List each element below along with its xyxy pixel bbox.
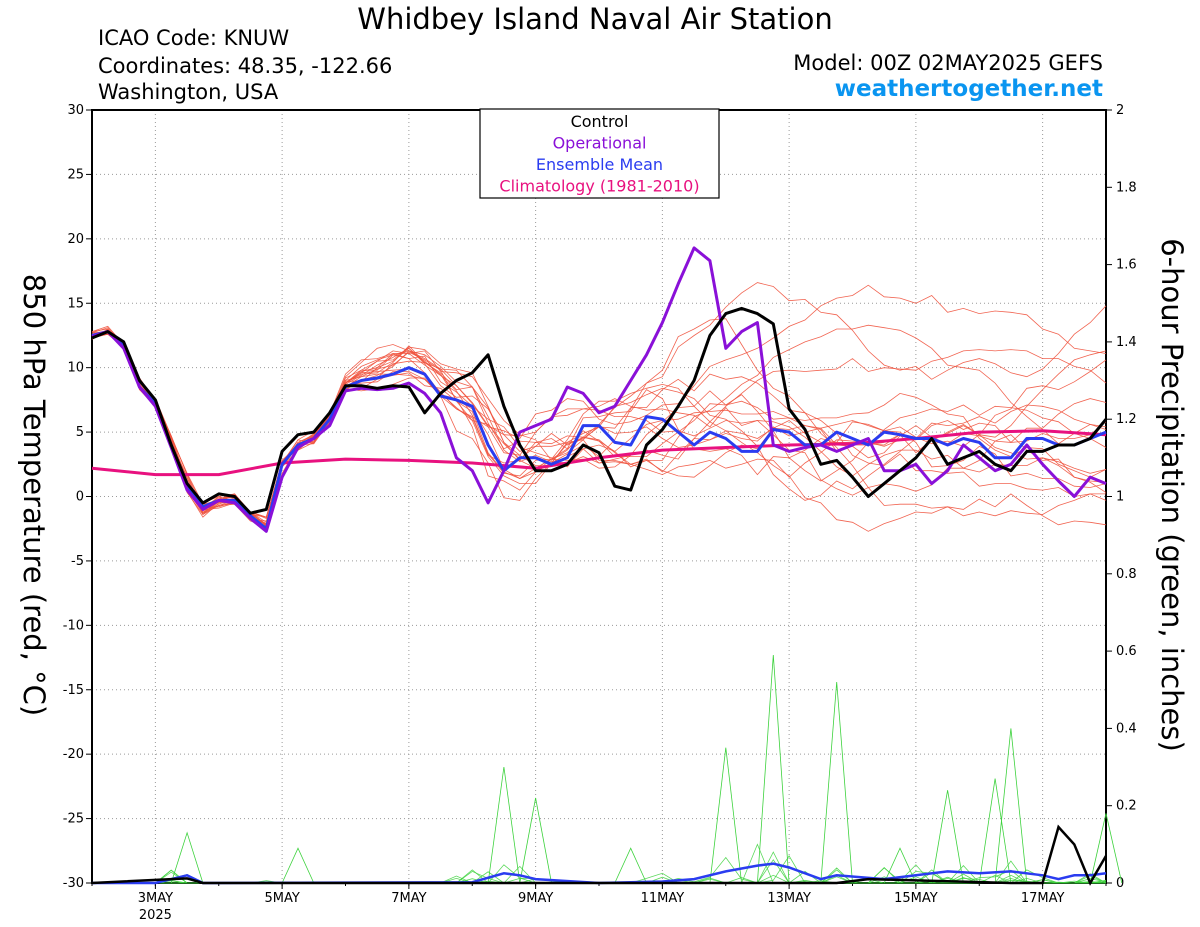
- y-tick-label: 5: [76, 425, 84, 440]
- grid-layer: [92, 110, 1106, 883]
- model-run: Model: 00Z 02MAY2025 GEFS: [793, 51, 1103, 75]
- legend-item: Climatology (1981-2010): [499, 177, 699, 196]
- y-tick-label: -15: [63, 683, 84, 698]
- legend: Control Operational Ensemble Mean Climatolo…: [479, 108, 720, 199]
- y2-tick-label: 0: [1116, 876, 1124, 891]
- x-tick-label: 11MAY: [641, 891, 685, 906]
- y-tick-label: 20: [67, 232, 84, 247]
- y2-tick-label: 2: [1116, 103, 1124, 118]
- temperature-member-line: [91, 324, 1107, 525]
- x-tick-sublabel: 2025: [139, 908, 172, 923]
- x-tick-label: 5MAY: [264, 891, 299, 906]
- y-tick-label: -30: [63, 876, 84, 891]
- temperature-member-line: [91, 329, 1107, 527]
- precip-spike: [1089, 813, 1123, 884]
- legend-item: Operational: [553, 134, 647, 153]
- precip-spike: [883, 847, 917, 884]
- y2-tick-label: 0.4: [1116, 721, 1137, 736]
- precip-spike: [994, 728, 1028, 884]
- precip-spike: [931, 790, 964, 884]
- y2-tick-label: 1.4: [1116, 335, 1137, 350]
- location: Washington, USA: [98, 80, 279, 104]
- x-tick-label: 9MAY: [518, 891, 553, 906]
- precip-spike: [281, 847, 315, 884]
- precip-spike: [170, 831, 204, 884]
- precip-spike: [614, 847, 647, 884]
- precip-spike: [757, 654, 790, 884]
- control-line: [91, 306, 1108, 515]
- x-tick-label: 7MAY: [391, 891, 426, 906]
- ensemble-mean-line: [91, 330, 1107, 531]
- icao-code: ICAO Code: KNUW: [98, 26, 290, 50]
- operational-line: [91, 246, 1107, 533]
- y2-tick-label: 0.2: [1116, 799, 1137, 814]
- y2-tick-label: 1.6: [1116, 258, 1137, 273]
- precipitation-layer: [91, 654, 1123, 886]
- y2-tick-label: 1.2: [1116, 412, 1137, 427]
- y-tick-label: 25: [67, 167, 84, 182]
- x-tick-label: 13MAY: [767, 891, 811, 906]
- y-tick-label: 10: [67, 361, 84, 376]
- precip-spike: [820, 681, 853, 884]
- website-link[interactable]: weathertogether.net: [834, 76, 1103, 102]
- y-tick-label: 0: [76, 490, 84, 505]
- temperature-member-line: [91, 333, 1107, 518]
- y-tick-label: -5: [71, 554, 84, 569]
- precip-spike: [519, 797, 552, 884]
- climatology-1981-2010-line: [91, 429, 1107, 477]
- main-series-layer: [91, 246, 1108, 533]
- legend-item: Control: [571, 112, 629, 131]
- coordinates: Coordinates: 48.35, -122.66: [98, 54, 393, 78]
- precip-control-line: [91, 824, 1108, 886]
- y2-tick-label: 0.8: [1116, 567, 1137, 582]
- y-tick-label: -20: [63, 747, 84, 762]
- y2-tick-label: 1.8: [1116, 180, 1137, 195]
- legend-item: Ensemble Mean: [536, 155, 663, 174]
- y-tick-label: -10: [63, 618, 84, 633]
- y-tick-label: -25: [63, 812, 84, 827]
- y-tick-label: 30: [67, 103, 84, 118]
- precip-spike: [709, 747, 742, 884]
- x-tick-label: 17MAY: [1021, 891, 1065, 906]
- temperature-member-line: [91, 284, 1107, 518]
- x-tick-label: 15MAY: [894, 891, 938, 906]
- x-tick-label: 3MAY: [138, 891, 173, 906]
- y2-tick-label: 0.6: [1116, 644, 1137, 659]
- precip-spike: [487, 766, 521, 884]
- page-title: Whidbey Island Naval Air Station: [357, 2, 833, 36]
- precip-spike: [978, 778, 1012, 884]
- y-tick-label: 15: [67, 296, 84, 311]
- legend-box: [479, 108, 720, 199]
- y2-tick-label: 1: [1116, 490, 1124, 505]
